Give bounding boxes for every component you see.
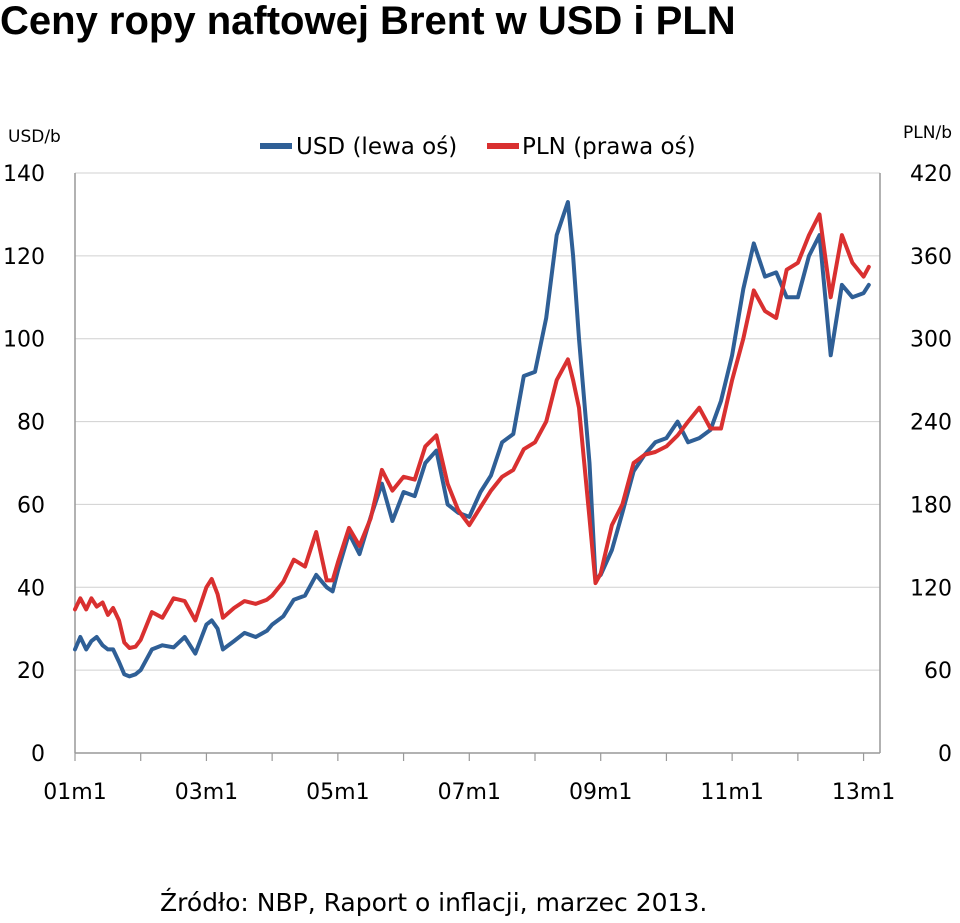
series-lines [73,200,871,679]
chart-legend: USD (lewa oś) PLN (prawa oś) [260,134,696,160]
left-axis-unit-label: USD/b [8,127,61,147]
chart-title: Ceny ropy naftowej Brent w USD i PLN [0,0,736,43]
right-axis-unit-label: PLN/b [903,123,952,143]
left-tick-label: 0 [31,742,45,767]
left-tick-label: 20 [17,659,45,684]
x-tick-label: 09m1 [569,780,632,805]
right-tick-label: 0 [938,742,952,767]
pln-series-line [73,212,871,650]
right-tick-label: 300 [910,328,952,353]
usd-series-line [73,200,871,679]
x-tick-label: 13m1 [832,780,895,805]
right-axis-ticks: 0 60 120 180 240 300 360 420 [910,162,952,767]
right-tick-label: 360 [910,245,952,270]
x-tick-label: 03m1 [175,780,238,805]
right-tick-label: 60 [924,659,952,684]
left-tick-label: 140 [3,162,45,187]
x-axis: 01m1 03m1 05m1 07m1 09m1 11m1 13m1 [43,173,895,805]
x-tick-label: 11m1 [700,780,763,805]
x-tick-label: 05m1 [306,780,369,805]
left-tick-label: 80 [17,411,45,436]
right-tick-label: 240 [910,411,952,436]
left-tick-label: 40 [17,576,45,601]
source-note: Źródło: NBP, Raport o inflacji, marzec 2… [160,888,708,917]
right-tick-label: 180 [910,493,952,518]
left-tick-label: 100 [3,328,45,353]
x-tick-label: 07m1 [438,780,501,805]
left-tick-label: 120 [3,245,45,270]
x-tick-label: 01m1 [43,780,106,805]
legend-usd-label: USD (lewa oś) [296,134,457,160]
legend-pln-label: PLN (prawa oś) [522,134,696,160]
right-tick-label: 120 [910,576,952,601]
horizontal-gridlines [75,172,880,671]
left-axis-ticks: 0 20 40 60 80 100 120 140 [3,162,45,767]
right-tick-label: 420 [910,162,952,187]
left-tick-label: 60 [17,493,45,518]
